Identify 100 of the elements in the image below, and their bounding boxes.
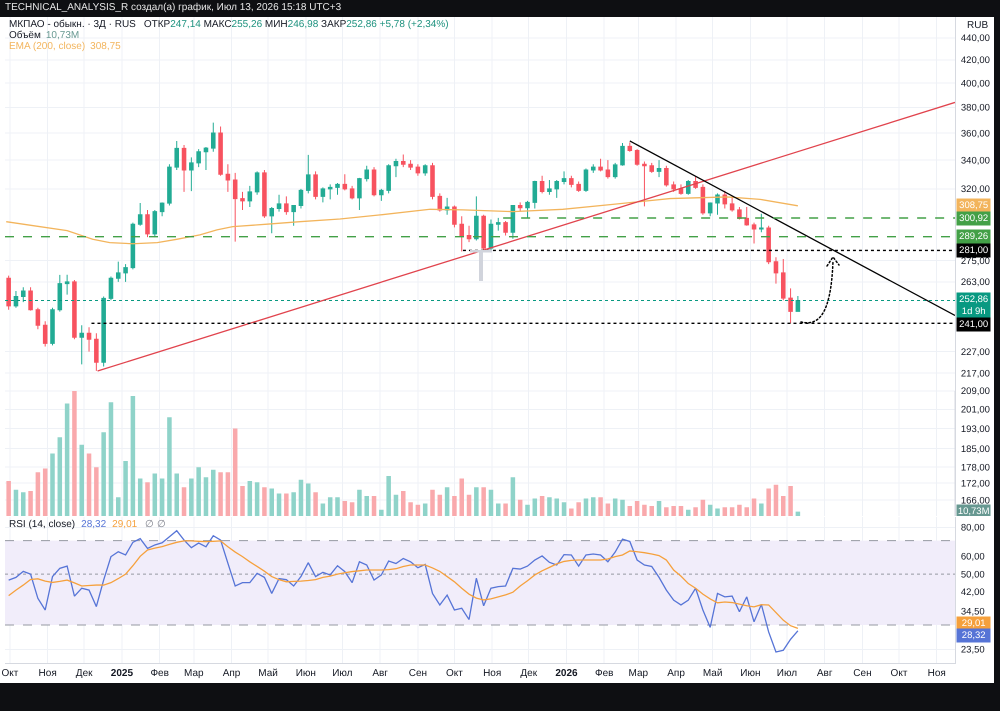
text: 1d 9h bbox=[962, 306, 986, 318]
x-tick-label: Ноя bbox=[483, 668, 502, 679]
candlestick bbox=[6, 275, 11, 310]
candlestick bbox=[189, 156, 194, 192]
bar bbox=[306, 484, 311, 516]
bar bbox=[14, 490, 18, 516]
bar bbox=[752, 498, 756, 516]
candlestick bbox=[722, 190, 728, 210]
bar bbox=[211, 470, 216, 516]
bar bbox=[401, 491, 406, 516]
text: 28,32 bbox=[962, 630, 986, 642]
candlestick bbox=[664, 165, 669, 188]
bar bbox=[372, 496, 376, 516]
annotation: 29,01 bbox=[112, 519, 138, 530]
bar bbox=[160, 478, 164, 516]
candlestick bbox=[130, 222, 136, 270]
y-tick-label: 23,50 bbox=[960, 644, 985, 656]
candlestick bbox=[430, 162, 435, 200]
y-tick-label: 360,00 bbox=[960, 128, 990, 140]
bar bbox=[481, 487, 486, 516]
annotation: ∅ ∅ bbox=[145, 519, 166, 530]
candlestick bbox=[576, 181, 581, 192]
data-label: 300,92 bbox=[959, 213, 988, 224]
bar bbox=[774, 484, 778, 516]
candlestick bbox=[737, 206, 742, 220]
bar bbox=[145, 482, 150, 516]
bar bbox=[328, 497, 332, 516]
candlestick bbox=[232, 172, 238, 242]
x-tick-label: Дек bbox=[520, 668, 538, 679]
bar bbox=[562, 502, 566, 516]
candlestick bbox=[145, 210, 150, 238]
bar bbox=[350, 502, 354, 516]
x-tick-label: Мар bbox=[184, 668, 204, 679]
bar bbox=[262, 487, 267, 516]
y-tick-label: 440,00 bbox=[960, 33, 990, 44]
y-tick-label: 263,00 bbox=[960, 277, 990, 288]
bar bbox=[174, 474, 179, 516]
candlestick bbox=[123, 264, 128, 282]
bar bbox=[226, 472, 230, 516]
candlestick bbox=[634, 148, 640, 166]
bar bbox=[459, 478, 464, 516]
candlestick bbox=[328, 184, 332, 200]
chart-title: RSI (14, close) bbox=[9, 519, 76, 530]
bar bbox=[430, 490, 435, 516]
x-tick-label: Окт bbox=[1, 668, 19, 679]
candlestick bbox=[196, 148, 201, 168]
bar bbox=[532, 498, 538, 516]
candlestick bbox=[20, 286, 26, 303]
bar bbox=[788, 486, 793, 516]
bar bbox=[182, 487, 186, 516]
candlestick bbox=[335, 182, 340, 196]
text: TECHNICAL_ANALYSIS_R создал(а) график, Июл 13, 2026 15:18 UTC+3 bbox=[5, 2, 342, 14]
candlestick bbox=[510, 204, 516, 240]
candlestick bbox=[313, 170, 318, 200]
bar bbox=[525, 504, 530, 516]
candlestick bbox=[248, 185, 252, 208]
candlestick bbox=[386, 164, 391, 194]
candlestick bbox=[474, 196, 479, 241]
x-tick-label: 2026 bbox=[555, 668, 578, 679]
bar bbox=[466, 494, 472, 516]
candlestick bbox=[796, 296, 800, 312]
candlestick bbox=[379, 188, 384, 202]
candlestick bbox=[744, 206, 750, 226]
bar bbox=[36, 472, 40, 516]
candlestick bbox=[569, 175, 574, 188]
bar bbox=[554, 498, 559, 516]
y-tick-label: 420,00 bbox=[960, 55, 990, 66]
candlestick bbox=[496, 217, 501, 232]
x-tick-label: Май bbox=[702, 668, 722, 679]
bar bbox=[576, 502, 581, 516]
bar bbox=[444, 487, 450, 516]
candlestick bbox=[364, 165, 370, 182]
bar bbox=[416, 504, 420, 516]
annotation: 308,75 bbox=[90, 41, 121, 52]
y-tick-label: 172,00 bbox=[960, 478, 990, 490]
x-tick-label: Июл bbox=[776, 668, 798, 679]
y-tick-label: 275,00 bbox=[960, 256, 990, 268]
bar bbox=[6, 481, 11, 516]
y-tick-label: 400,00 bbox=[960, 78, 990, 90]
bar bbox=[744, 507, 749, 516]
candlestick bbox=[108, 276, 114, 301]
bar bbox=[422, 504, 428, 516]
bar bbox=[364, 496, 369, 516]
annotation: 28,32 bbox=[81, 519, 106, 530]
bar bbox=[204, 477, 208, 516]
candlestick bbox=[174, 140, 180, 170]
candlestick bbox=[416, 164, 420, 176]
y-tick-label: 60,00 bbox=[960, 551, 985, 562]
y-axis-title: RUB bbox=[967, 20, 988, 31]
bar bbox=[598, 497, 603, 516]
candlestick bbox=[86, 326, 92, 352]
candlestick bbox=[532, 180, 538, 210]
bar bbox=[189, 478, 194, 516]
bar bbox=[138, 478, 142, 516]
y-tick-label: 80,00 bbox=[960, 522, 985, 534]
bar bbox=[474, 487, 479, 516]
text: Объём bbox=[9, 30, 41, 41]
candlestick bbox=[642, 161, 647, 207]
candlestick bbox=[116, 261, 121, 282]
candlestick bbox=[590, 164, 596, 174]
